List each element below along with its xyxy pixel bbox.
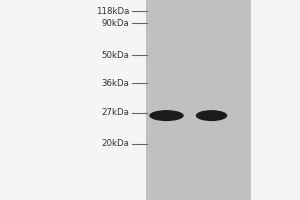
Text: 118kDa: 118kDa (96, 6, 129, 16)
Text: 36kDa: 36kDa (101, 78, 129, 88)
Text: 50kDa: 50kDa (101, 50, 129, 60)
Ellipse shape (198, 115, 225, 119)
Ellipse shape (152, 115, 181, 119)
Ellipse shape (149, 110, 184, 121)
Text: 27kDa: 27kDa (101, 108, 129, 117)
Text: 20kDa: 20kDa (101, 140, 129, 148)
Ellipse shape (196, 110, 227, 121)
Text: 90kDa: 90kDa (101, 19, 129, 27)
Bar (146, 0, 250, 200)
